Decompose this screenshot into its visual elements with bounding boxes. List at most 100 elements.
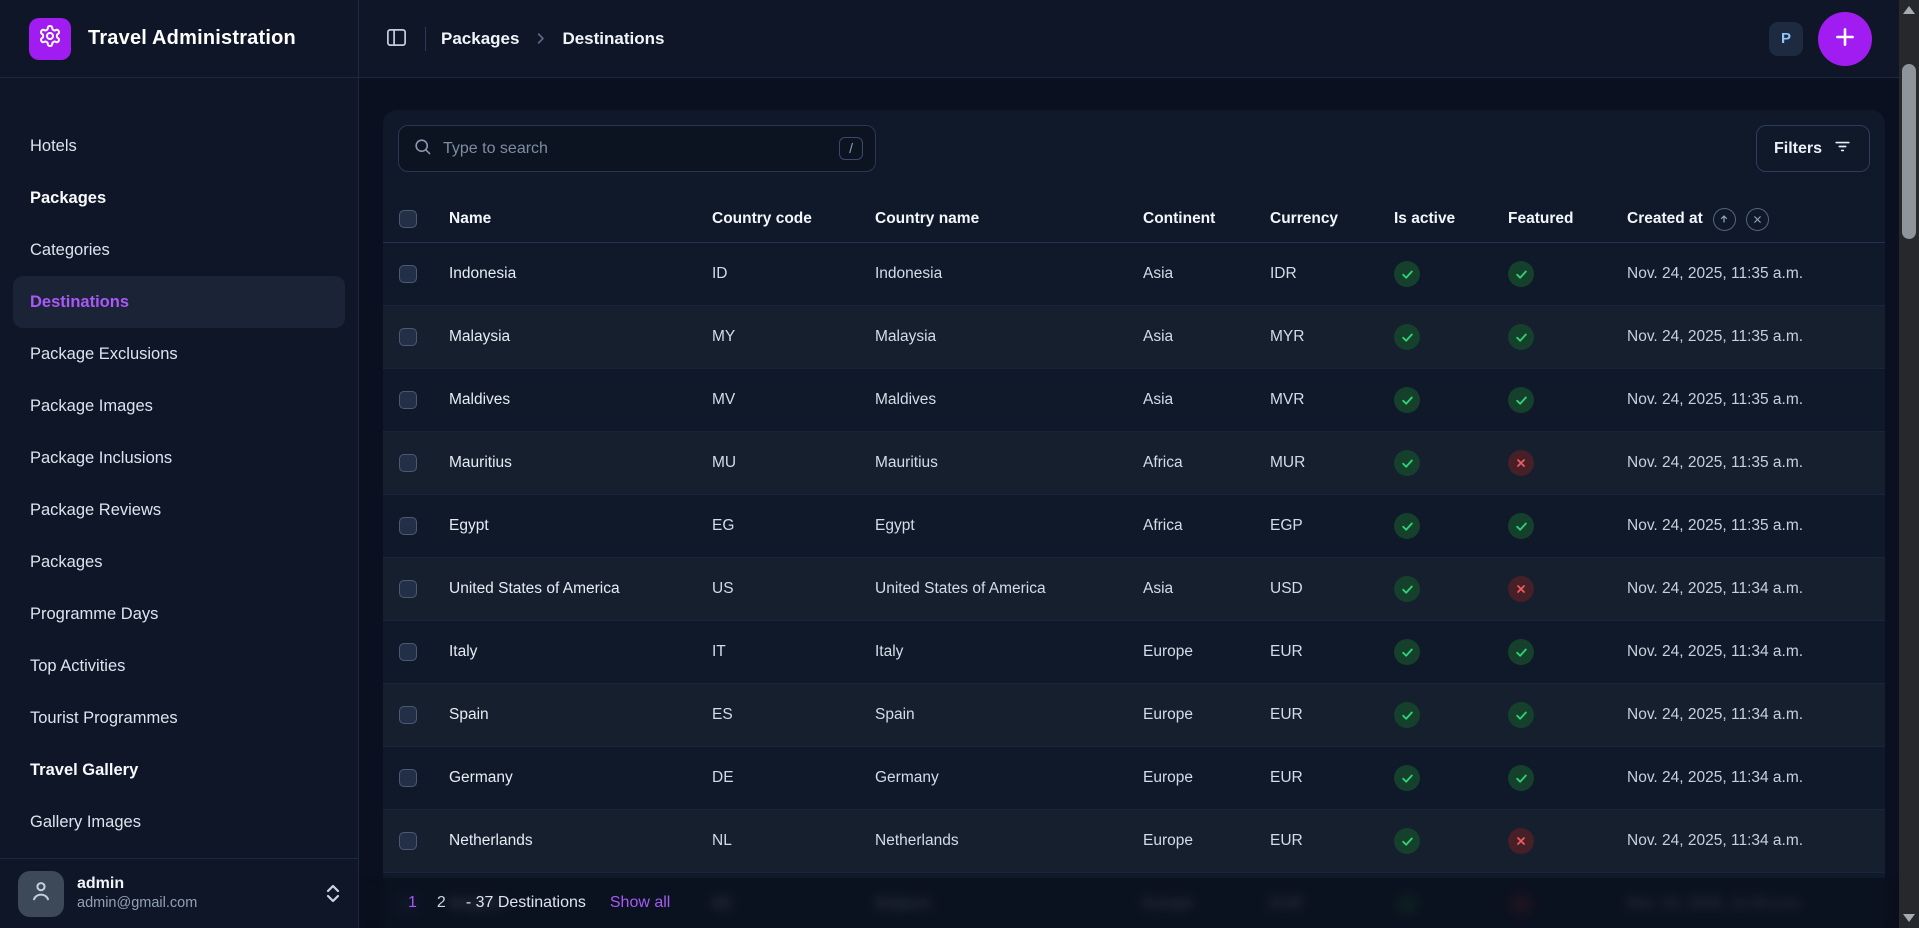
sidebar-item-package-inclusions[interactable]: Package Inclusions — [13, 432, 345, 484]
search-shortcut-badge: / — [839, 137, 863, 160]
created-at-cell: Nov. 24, 2025, 11:35 a.m. — [1611, 432, 1885, 494]
is-active-badge — [1394, 639, 1420, 665]
table-row[interactable]: Netherlands NL Netherlands Europe EUR No… — [383, 810, 1885, 873]
column-header-country-name[interactable]: Country name — [859, 196, 1127, 242]
profile-badge[interactable]: P — [1769, 22, 1803, 56]
column-header-name[interactable]: Name — [433, 196, 696, 242]
row-checkbox-cell — [383, 621, 433, 683]
name-cell: Mauritius — [433, 432, 696, 494]
scroll-up-arrow-icon[interactable] — [1903, 6, 1915, 14]
sidebar-item-packages[interactable]: Packages — [13, 536, 345, 588]
column-header-continent[interactable]: Continent — [1127, 196, 1254, 242]
table-header: Name Country code Country name Continent… — [383, 196, 1885, 243]
country-name-cell: Mauritius — [859, 432, 1127, 494]
country-name-cell: Maldives — [859, 369, 1127, 431]
country-code-cell: MV — [696, 369, 859, 431]
table-row[interactable]: Mauritius MU Mauritius Africa MUR Nov. 2… — [383, 432, 1885, 495]
row-checkbox[interactable] — [399, 454, 417, 472]
country-code-cell: NL — [696, 810, 859, 872]
results-summary: - 37 Destinations — [466, 894, 586, 912]
page-button-2[interactable]: 2 — [437, 894, 446, 912]
column-header-created-at[interactable]: Created at — [1611, 196, 1885, 242]
table-row[interactable]: Italy IT Italy Europe EUR Nov. 24, 2025,… — [383, 621, 1885, 684]
is-active-badge — [1394, 513, 1420, 539]
destinations-table: Name Country code Country name Continent… — [383, 196, 1885, 928]
clear-sort-icon[interactable] — [1746, 208, 1769, 231]
topbar-divider — [425, 27, 426, 51]
country-code-cell: US — [696, 558, 859, 620]
row-checkbox[interactable] — [399, 517, 417, 535]
is-active-cell — [1378, 747, 1492, 809]
table-row[interactable]: Indonesia ID Indonesia Asia IDR Nov. 24,… — [383, 243, 1885, 306]
name-cell: Germany — [433, 747, 696, 809]
page-button-1[interactable]: 1 — [408, 894, 417, 912]
scrollbar-thumb[interactable] — [1902, 64, 1916, 239]
row-checkbox[interactable] — [399, 643, 417, 661]
is-active-cell — [1378, 306, 1492, 368]
sidebar-item-categories[interactable]: Categories — [13, 224, 345, 276]
row-checkbox[interactable] — [399, 580, 417, 598]
person-icon — [28, 878, 54, 909]
breadcrumb-packages[interactable]: Packages — [441, 29, 519, 49]
country-name-cell: United States of America — [859, 558, 1127, 620]
table-row[interactable]: United States of America US United State… — [383, 558, 1885, 621]
sort-ascending-icon[interactable] — [1713, 208, 1736, 231]
table-row[interactable]: Malaysia MY Malaysia Asia MYR Nov. 24, 2… — [383, 306, 1885, 369]
featured-cell — [1492, 558, 1611, 620]
breadcrumb: Packages Destinations — [441, 29, 664, 49]
search-input[interactable] — [443, 140, 828, 158]
user-menu[interactable]: admin admin@gmail.com — [0, 858, 358, 928]
continent-cell: Asia — [1127, 243, 1254, 305]
row-checkbox-cell — [383, 243, 433, 305]
created-at-cell: Nov. 24, 2025, 11:35 a.m. — [1611, 306, 1885, 368]
main-content: / Filters Name Country code Country name… — [359, 79, 1899, 928]
sidebar-item-gallery-images[interactable]: Gallery Images — [13, 796, 345, 848]
featured-badge — [1508, 261, 1534, 287]
row-checkbox[interactable] — [399, 265, 417, 283]
continent-cell: Europe — [1127, 684, 1254, 746]
row-checkbox[interactable] — [399, 832, 417, 850]
row-checkbox-cell — [383, 558, 433, 620]
created-at-cell: Nov. 24, 2025, 11:34 a.m. — [1611, 558, 1885, 620]
sidebar-item-destinations[interactable]: Destinations — [13, 276, 345, 328]
sidebar-item-programme-days[interactable]: Programme Days — [13, 588, 345, 640]
sidebar-item-package-reviews[interactable]: Package Reviews — [13, 484, 345, 536]
featured-badge — [1508, 765, 1534, 791]
is-active-cell — [1378, 495, 1492, 557]
column-header-is-active[interactable]: Is active — [1378, 196, 1492, 242]
country-name-cell: Italy — [859, 621, 1127, 683]
scroll-down-arrow-icon[interactable] — [1903, 914, 1915, 922]
column-header-featured[interactable]: Featured — [1492, 196, 1611, 242]
breadcrumb-destinations[interactable]: Destinations — [562, 29, 664, 49]
show-all-link[interactable]: Show all — [610, 894, 670, 912]
featured-badge — [1508, 513, 1534, 539]
table-row[interactable]: Germany DE Germany Europe EUR Nov. 24, 2… — [383, 747, 1885, 810]
add-button[interactable] — [1818, 12, 1872, 66]
created-at-cell: Nov. 24, 2025, 11:35 a.m. — [1611, 369, 1885, 431]
is-active-badge — [1394, 261, 1420, 287]
search-box[interactable]: / — [398, 125, 876, 172]
filters-button[interactable]: Filters — [1756, 125, 1870, 172]
column-header-country-code[interactable]: Country code — [696, 196, 859, 242]
table-row[interactable]: Spain ES Spain Europe EUR Nov. 24, 2025,… — [383, 684, 1885, 747]
sidebar-item-hotels[interactable]: Hotels — [13, 120, 345, 172]
table-row[interactable]: Egypt EG Egypt Africa EGP Nov. 24, 2025,… — [383, 495, 1885, 558]
name-cell: Malaysia — [433, 306, 696, 368]
column-header-currency[interactable]: Currency — [1254, 196, 1378, 242]
row-checkbox[interactable] — [399, 706, 417, 724]
select-all-checkbox[interactable] — [399, 210, 417, 228]
row-checkbox[interactable] — [399, 391, 417, 409]
sidebar-item-package-images[interactable]: Package Images — [13, 380, 345, 432]
sidebar-toggle-button[interactable] — [383, 24, 410, 54]
sidebar-item-top-activities[interactable]: Top Activities — [13, 640, 345, 692]
sidebar-item-package-exclusions[interactable]: Package Exclusions — [13, 328, 345, 380]
vertical-scrollbar[interactable] — [1899, 0, 1919, 928]
row-checkbox[interactable] — [399, 328, 417, 346]
row-checkbox[interactable] — [399, 769, 417, 787]
table-row[interactable]: Maldives MV Maldives Asia MVR Nov. 24, 2… — [383, 369, 1885, 432]
chevron-up-down-icon[interactable] — [326, 884, 340, 903]
is-active-cell — [1378, 621, 1492, 683]
featured-badge — [1508, 324, 1534, 350]
app-logo — [29, 18, 71, 60]
sidebar-item-tourist-programmes[interactable]: Tourist Programmes — [13, 692, 345, 744]
